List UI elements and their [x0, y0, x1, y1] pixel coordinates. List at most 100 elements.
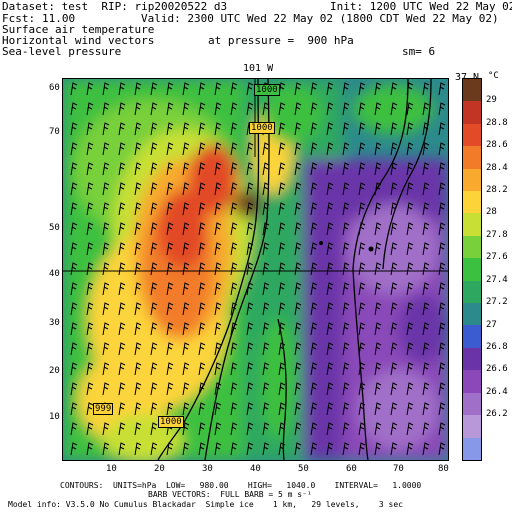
wind-barb: [342, 82, 350, 96]
wind-barb: [166, 122, 174, 136]
wind-barb: [134, 182, 142, 196]
wind-barb: [406, 202, 414, 216]
wind-barb: [230, 282, 238, 296]
wind-barb: [278, 102, 286, 116]
wind-barb: [102, 322, 110, 336]
wind-barb: [102, 222, 110, 236]
wind-barb: [326, 422, 334, 436]
wind-barb: [118, 342, 126, 356]
wind-barb: [310, 102, 318, 116]
wind-barb: [246, 182, 254, 196]
colorbar-swatch: [463, 303, 481, 326]
field-1-label: Surface air temperature: [2, 23, 155, 36]
wind-barb: [70, 242, 78, 256]
wind-barb: [166, 242, 174, 256]
colorbar-swatch: [463, 392, 481, 416]
wind-barb: [118, 422, 126, 436]
wind-barb: [342, 102, 350, 116]
wind-barb: [86, 162, 94, 176]
wind-barb: [310, 402, 318, 416]
wind-barb: [406, 362, 414, 376]
wind-barb: [102, 302, 110, 316]
wind-barb: [438, 302, 446, 316]
wind-barb: [326, 362, 334, 376]
wind-barb: [198, 202, 206, 216]
wind-barb: [230, 102, 238, 116]
wind-barb: [374, 322, 382, 336]
wind-barb: [438, 442, 446, 456]
wind-barb: [294, 342, 302, 356]
wind-barb: [198, 82, 206, 96]
wind-barb: [134, 222, 142, 236]
wind-barb: [294, 422, 302, 436]
wind-barb: [134, 102, 142, 116]
wind-barb: [358, 282, 366, 296]
wind-barb: [118, 362, 126, 376]
wind-barb: [326, 402, 334, 416]
wind-barb: [310, 422, 318, 436]
wind-barb: [406, 302, 414, 316]
wind-barb: [326, 122, 334, 136]
wind-barb: [406, 382, 414, 396]
wind-barb: [246, 402, 254, 416]
wind-barb: [326, 282, 334, 296]
wind-barb: [390, 162, 398, 176]
wind-barb: [278, 302, 286, 316]
colorbar-swatch: [463, 370, 481, 393]
wind-barb: [342, 222, 350, 236]
wind-barb: [198, 122, 206, 136]
field-3-label: Sea-level pressure: [2, 45, 122, 58]
wind-barb: [134, 362, 142, 376]
wind-barb: [150, 202, 158, 216]
wind-barb: [374, 162, 382, 176]
wind-barb: [166, 362, 174, 376]
wind-barb: [102, 142, 110, 156]
wind-barb: [406, 122, 414, 136]
wind-barb: [86, 142, 94, 156]
wind-barb: [182, 362, 190, 376]
wind-barb: [118, 142, 126, 156]
wind-barb: [294, 302, 302, 316]
wind-barb: [358, 342, 366, 356]
colorbar-label: 28.6: [486, 140, 508, 151]
wind-barb: [182, 82, 190, 96]
wind-barb: [390, 382, 398, 396]
colorbar-swatch: [463, 213, 481, 236]
wind-barb: [166, 282, 174, 296]
wind-barb: [438, 82, 446, 96]
wind-barb: [374, 402, 382, 416]
wind-barb: [230, 122, 238, 136]
wind-barb: [198, 242, 206, 256]
wind-barb: [182, 322, 190, 336]
wind-barb: [342, 442, 350, 456]
wind-barb: [326, 242, 334, 256]
wind-barb: [214, 102, 222, 116]
wind-barb: [262, 362, 270, 376]
colorbar-swatch: [463, 123, 481, 147]
footer-model-info: Model info: V3.5.0 No Cumulus Blackadar …: [8, 500, 403, 509]
wind-barb: [438, 382, 446, 396]
contour-label: 999: [93, 403, 114, 415]
wind-barb: [374, 122, 382, 136]
wind-barb: [294, 442, 302, 456]
wind-barb: [70, 342, 78, 356]
colorbar: [462, 78, 482, 461]
y-tick-30: 30: [49, 318, 60, 328]
wind-barb: [134, 82, 142, 96]
wind-barb: [422, 242, 430, 256]
colorbar-swatch: [463, 101, 481, 124]
wind-barb: [438, 202, 446, 216]
wind-barb: [422, 282, 430, 296]
wind-barb: [230, 442, 238, 456]
wind-barb: [86, 342, 94, 356]
wind-barb: [134, 282, 142, 296]
wind-barb: [342, 242, 350, 256]
wind-barb: [70, 122, 78, 136]
wind-barb: [230, 242, 238, 256]
wind-barb: [102, 282, 110, 296]
wind-barb: [390, 362, 398, 376]
sm-line: sm= 6: [402, 45, 436, 58]
wind-barb: [166, 222, 174, 236]
wind-barb: [134, 302, 142, 316]
wind-barb: [278, 122, 286, 136]
